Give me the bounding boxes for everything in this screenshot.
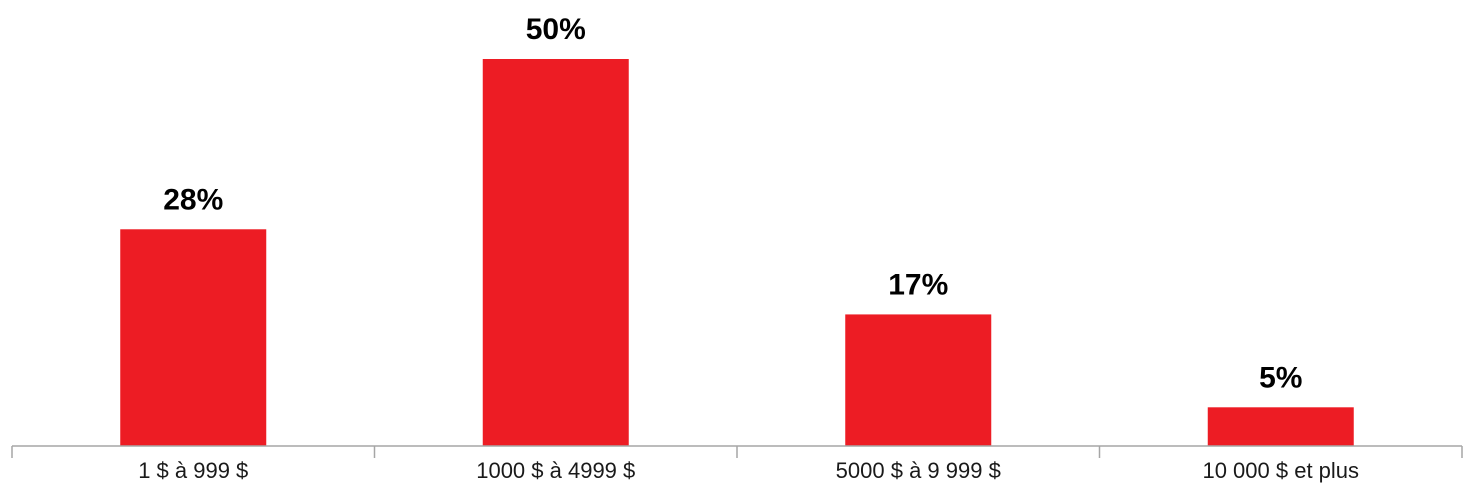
- x-axis-ticks-group: [11, 446, 1463, 458]
- bar-3: [845, 314, 992, 446]
- x-tick-label-1: 1 $ à 999 $: [138, 458, 248, 483]
- x-axis-tick-labels-group: 1 $ à 999 $ 1000 $ à 4999 $ 5000 $ à 9 999…: [138, 458, 1359, 483]
- x-tick-label-4: 10 000 $ et plus: [1202, 458, 1359, 483]
- data-labels-group: 28% 50% 17% 5%: [163, 13, 1302, 394]
- data-label-4: 5%: [1259, 361, 1302, 394]
- x-tick-label-3: 5000 $ à 9 999 $: [836, 458, 1001, 483]
- data-label-2: 50%: [526, 13, 586, 46]
- x-tick-label-2: 1000 $ à 4999 $: [476, 458, 635, 483]
- bar-2: [482, 59, 629, 446]
- bar-1: [120, 229, 267, 446]
- bar-4: [1207, 407, 1354, 446]
- data-label-3: 17%: [888, 268, 948, 301]
- bars-group: [120, 59, 1354, 446]
- data-label-1: 28%: [163, 183, 223, 216]
